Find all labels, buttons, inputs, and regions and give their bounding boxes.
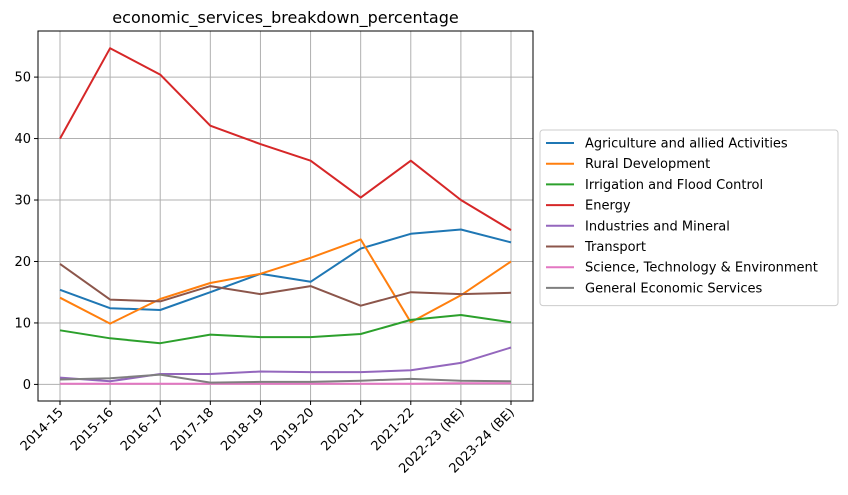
x-tick-label: 2021-22 [369, 405, 418, 454]
legend-label: General Economic Services [585, 281, 762, 296]
x-tick-label: 2019-20 [268, 405, 317, 454]
legend-label: Transport [584, 240, 646, 255]
legend: Agriculture and allied Activities Rural D… [539, 129, 839, 307]
chart-title: economic_services_breakdown_percentage [112, 8, 458, 28]
x-tick-label: 2016-17 [118, 405, 167, 454]
y-tick-label: 20 [14, 255, 31, 270]
x-tick-label: 2017-18 [168, 405, 217, 454]
series-line [59, 263, 512, 307]
series-line [60, 382, 511, 385]
x-tick-label: 2018-19 [218, 405, 267, 454]
y-tick-label: 50 [14, 71, 31, 86]
plot-frame [37, 30, 534, 402]
series-line [59, 47, 512, 231]
x-tick-label: 2015-16 [68, 405, 117, 454]
legend-label: Agriculture and allied Activities [585, 137, 788, 152]
series-line [59, 314, 512, 345]
legend-label: Industries and Mineral [585, 219, 730, 234]
y-tick-label: 30 [14, 194, 31, 209]
series-line [59, 228, 512, 311]
grid [38, 31, 533, 401]
y-tick-label: 40 [14, 132, 31, 147]
legend-label: Irrigation and Flood Control [585, 178, 763, 193]
series-line [59, 346, 512, 383]
y-tick-label: 0 [23, 378, 31, 393]
series-line [59, 373, 512, 384]
legend-label: Energy [585, 199, 631, 214]
x-tick-label: 2020-21 [318, 405, 367, 454]
legend-label: Rural Development [585, 157, 710, 172]
legend-box [539, 129, 839, 307]
x-tick-label: 2014-15 [18, 405, 67, 454]
y-tick-label: 10 [14, 316, 31, 331]
series-lines [59, 47, 512, 385]
series-line [59, 238, 512, 325]
legend-label: Science, Technology & Environment [585, 261, 818, 276]
